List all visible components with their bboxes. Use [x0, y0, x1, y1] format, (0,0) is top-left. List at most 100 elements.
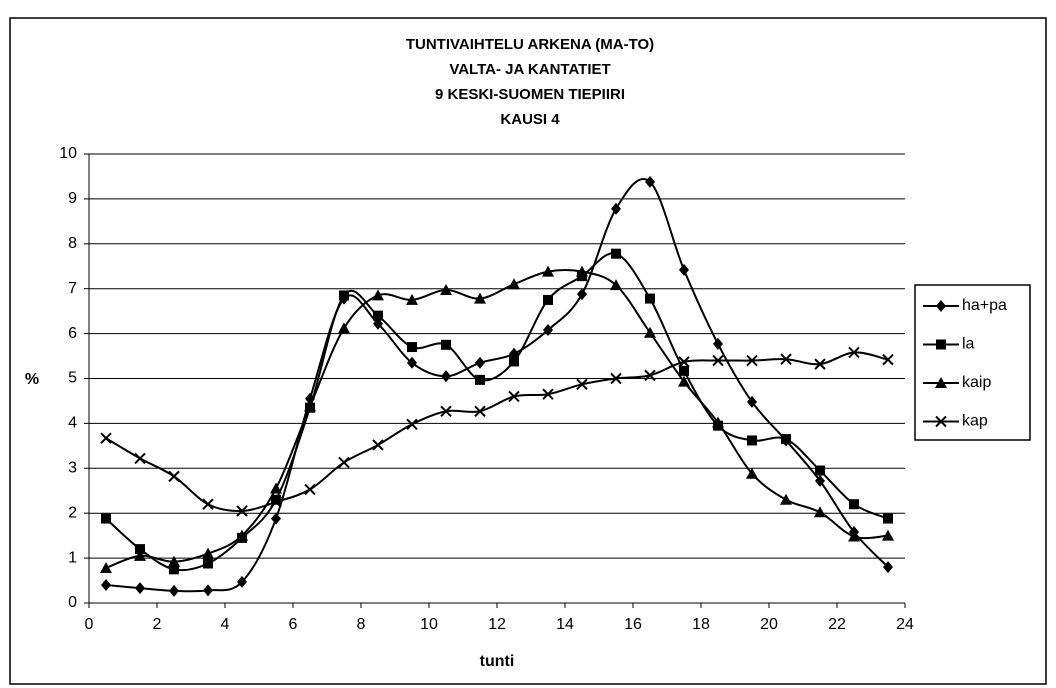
marker — [644, 326, 656, 338]
chart-title: VALTA- JA KANTATIET — [449, 61, 610, 78]
marker — [474, 292, 486, 304]
marker — [134, 452, 146, 465]
legend-box — [914, 284, 1031, 441]
marker — [781, 434, 791, 445]
marker — [270, 482, 282, 494]
legend-label: kap — [962, 413, 988, 430]
marker — [645, 175, 655, 188]
marker — [679, 263, 689, 276]
x-tick-label: 22 — [828, 616, 846, 633]
marker — [509, 356, 519, 367]
marker — [883, 513, 893, 524]
marker — [441, 339, 451, 350]
marker — [577, 288, 587, 301]
y-tick-label: 8 — [68, 235, 77, 252]
marker — [169, 564, 179, 575]
chart-title: TUNTIVAIHTELU ARKENA (MA-TO) — [406, 36, 654, 53]
marker — [407, 342, 417, 353]
marker — [236, 505, 248, 517]
x-tick-label: 0 — [85, 616, 94, 633]
marker — [644, 369, 656, 382]
y-tick-label: 10 — [59, 145, 77, 162]
y-axis-title: % — [25, 371, 39, 388]
chart-title: 9 KESKI-SUOMEN TIEPIIRI — [435, 86, 625, 103]
marker — [543, 324, 553, 337]
marker — [815, 474, 825, 487]
marker — [678, 375, 690, 387]
y-tick-label: 0 — [68, 594, 77, 611]
x-tick-label: 12 — [488, 616, 506, 633]
x-tick-label: 4 — [221, 616, 230, 633]
marker — [849, 499, 859, 510]
legend-label: kaip — [962, 374, 991, 391]
marker — [168, 470, 180, 483]
x-axis-title: tunti — [480, 653, 515, 670]
marker — [203, 558, 213, 569]
marker — [338, 322, 350, 334]
marker — [747, 435, 757, 446]
chart-title: KAUSI 4 — [500, 111, 560, 128]
marker — [935, 415, 947, 428]
marker — [101, 513, 111, 524]
marker — [712, 416, 724, 428]
y-tick-label: 3 — [68, 460, 77, 477]
marker — [134, 549, 146, 561]
marker — [882, 529, 894, 541]
marker — [372, 289, 384, 301]
marker — [236, 529, 248, 541]
marker — [441, 370, 451, 383]
marker — [373, 310, 383, 321]
marker — [304, 483, 316, 496]
marker — [338, 456, 350, 469]
marker — [645, 293, 655, 304]
marker — [848, 346, 860, 359]
marker — [543, 294, 553, 305]
marker — [576, 265, 588, 277]
marker — [848, 530, 860, 542]
marker — [713, 337, 723, 350]
y-tick-label: 1 — [68, 549, 77, 566]
marker — [474, 405, 486, 417]
marker — [814, 358, 826, 370]
marker — [780, 353, 792, 365]
marker — [372, 439, 384, 451]
marker — [747, 395, 757, 408]
y-tick-label: 2 — [68, 504, 77, 521]
x-tick-label: 18 — [692, 616, 710, 633]
marker — [936, 339, 946, 350]
marker — [406, 418, 418, 431]
marker — [475, 356, 485, 369]
marker — [202, 547, 214, 559]
marker — [780, 493, 792, 505]
marker — [406, 293, 418, 305]
marker — [679, 365, 689, 376]
x-tick-label: 2 — [153, 616, 162, 633]
marker — [576, 378, 588, 391]
marker — [304, 400, 316, 412]
marker — [746, 467, 758, 479]
marker — [202, 498, 214, 510]
marker — [508, 278, 520, 290]
marker — [101, 579, 111, 592]
x-tick-label: 20 — [760, 616, 778, 633]
marker — [746, 354, 758, 367]
marker — [678, 356, 690, 368]
marker — [936, 300, 946, 312]
marker — [440, 284, 452, 296]
marker — [610, 372, 622, 385]
series-line — [105, 351, 889, 513]
marker — [237, 575, 247, 588]
x-tick-label: 10 — [420, 616, 438, 633]
marker — [100, 561, 112, 573]
marker — [440, 405, 452, 417]
marker — [610, 279, 622, 291]
marker — [271, 494, 281, 505]
x-tick-label: 24 — [896, 616, 914, 633]
marker — [611, 202, 621, 215]
marker — [169, 584, 179, 597]
x-tick-label: 8 — [357, 616, 366, 633]
marker — [882, 353, 894, 366]
y-tick-label: 5 — [68, 370, 77, 387]
marker — [100, 432, 112, 444]
